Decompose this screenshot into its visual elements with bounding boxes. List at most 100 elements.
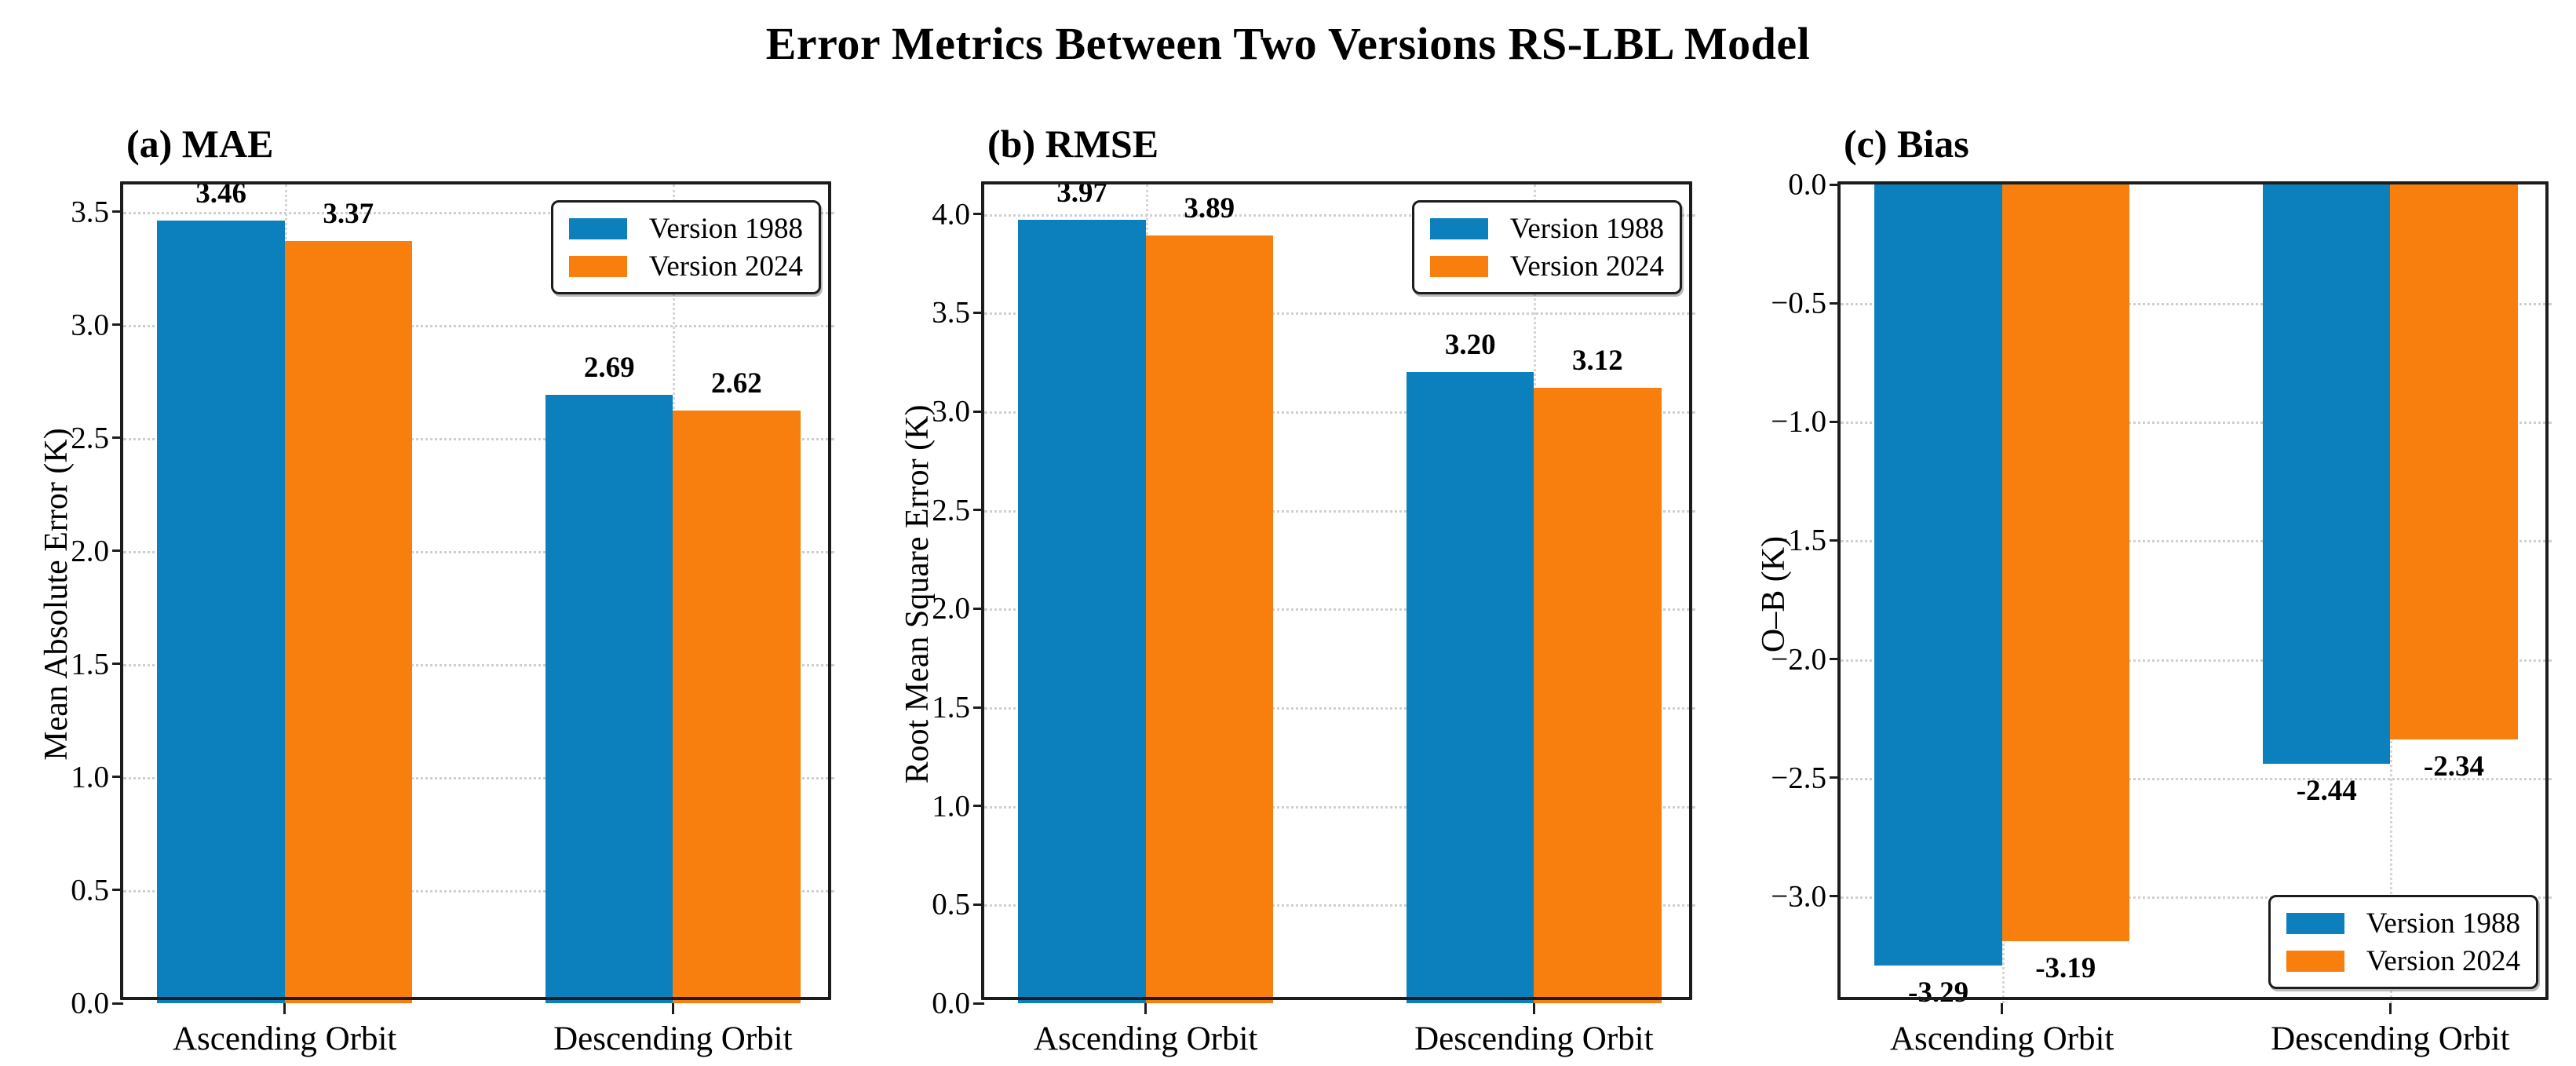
bar-value-label: -3.29 [1908, 976, 1969, 1009]
x-tick-label: Ascending Orbit [172, 1020, 397, 1057]
bar-value-label: 3.89 [1184, 192, 1235, 225]
legend-label: Version 2024 [1509, 250, 1664, 283]
y-tick-mark [112, 1002, 123, 1005]
y-tick-label: 0.0 [932, 986, 970, 1020]
legend-swatch [1429, 255, 1488, 277]
gridline-horizontal [123, 437, 834, 440]
gridline-horizontal [123, 889, 834, 893]
x-tick-mark [283, 1003, 286, 1014]
bar-value-label: 3.97 [1056, 177, 1107, 210]
gridline-horizontal [984, 509, 1695, 513]
legend-label: Version 1988 [2366, 907, 2520, 940]
gridline-horizontal [984, 805, 1695, 809]
gridline-horizontal [984, 214, 1695, 217]
y-tick-mark [112, 549, 123, 553]
y-tick-label: 1.5 [71, 647, 109, 681]
gridline-horizontal [984, 707, 1695, 710]
legend-entry: Version 2024 [1429, 250, 1664, 283]
y-tick-label: 3.5 [932, 295, 970, 330]
gridline-horizontal [123, 663, 834, 666]
y-tick-label: 1.0 [71, 760, 109, 794]
gridline-horizontal [1841, 777, 2552, 780]
y-tick-mark [973, 1002, 984, 1005]
x-tick-label: Ascending Orbit [1033, 1020, 1258, 1057]
legend-label: Version 2024 [648, 250, 803, 283]
y-tick-label: −2.5 [1771, 761, 1826, 795]
gridline-horizontal [1841, 896, 2552, 899]
bar-value-label: -2.44 [2296, 774, 2357, 807]
y-tick-mark [973, 410, 984, 413]
legend-swatch [1429, 217, 1488, 239]
gridline-horizontal [1841, 659, 2552, 662]
bar-version-2024 [1534, 387, 1662, 1003]
y-tick-mark [1830, 776, 1841, 779]
bar-value-label: 3.20 [1444, 328, 1496, 361]
y-axis-label: Mean Absolute Error (K) [38, 427, 75, 761]
legend-entry: Version 1988 [2286, 907, 2520, 940]
x-tick-mark [2001, 1003, 2004, 1014]
bar-version-1988 [545, 394, 673, 1003]
plot-area: 3.46 3.37 2.69 2.62 Version 1988 Version 2024 [120, 179, 834, 1003]
panel-title: (c) Bias [1844, 122, 1969, 166]
y-tick-mark [112, 776, 123, 779]
legend: Version 1988 Version 2024 [1411, 200, 1682, 294]
bar-version-2024 [673, 411, 801, 1003]
bar-value-label: 3.12 [1572, 344, 1623, 377]
legend-swatch [568, 217, 627, 239]
gridline-horizontal [123, 211, 834, 214]
y-tick-mark [1830, 183, 1841, 186]
gridline-horizontal [123, 776, 834, 779]
y-tick-mark [1830, 658, 1841, 661]
chart-panel-c: (c) Bias O–B (K) 0.0 −0.5 −1.0 −1.5 −2.0 −2.5 −3… [1717, 0, 2576, 1066]
plot-area: 3.97 3.89 3.20 3.12 Version 1988 Version 2024 [981, 178, 1695, 1003]
y-tick-label: 0.5 [71, 873, 109, 907]
bar-version-1988 [1018, 220, 1146, 1003]
bar-version-2024 [2001, 184, 2129, 942]
bar-version-1988 [2263, 184, 2391, 764]
gridline-horizontal [984, 904, 1695, 907]
bar-value-label: 2.69 [583, 351, 635, 384]
y-tick-label: 0.0 [1788, 167, 1826, 202]
x-tick-label: Descending Orbit [1414, 1020, 1654, 1057]
legend: Version 1988 Version 2024 [550, 200, 821, 294]
y-tick-mark [112, 889, 123, 892]
y-tick-label: −0.5 [1771, 286, 1826, 320]
chart-panel-b: (b) RMSE Root Mean Square Error (K) 0.0 0.5… [859, 0, 1717, 1066]
gridline-horizontal [1841, 540, 2552, 543]
y-tick-mark [973, 706, 984, 709]
chart-panel-a: (a) MAE Mean Absolute Error (K) 0.0 0.5 1.0 1… [0, 0, 859, 1066]
y-tick-label: 3.5 [71, 195, 109, 229]
x-tick-mark [2388, 1003, 2392, 1014]
y-tick-mark [1830, 895, 1841, 898]
gridline-horizontal [984, 411, 1695, 414]
panel-title: (a) MAE [126, 122, 274, 166]
legend-label: Version 1988 [1509, 212, 1664, 245]
gridline-horizontal [123, 324, 834, 327]
bar-value-label: -3.19 [2035, 952, 2096, 985]
y-tick-label: 0.5 [932, 887, 970, 922]
y-tick-label: 1.0 [932, 789, 970, 823]
x-tick-mark [671, 1003, 674, 1014]
gridline-horizontal [984, 312, 1695, 316]
legend-entry: Version 1988 [568, 212, 803, 245]
bar-version-1988 [1407, 371, 1534, 1003]
bar-version-2024 [1145, 235, 1273, 1003]
y-tick-label: 1.5 [932, 690, 970, 725]
bar-version-1988 [1874, 184, 2002, 966]
y-tick-label: −1.0 [1771, 404, 1826, 439]
y-tick-label: 0.0 [71, 986, 109, 1020]
legend-swatch [2286, 950, 2344, 972]
y-tick-label: 2.5 [932, 493, 970, 528]
y-tick-label: 2.0 [932, 591, 970, 626]
y-tick-mark [112, 323, 123, 327]
y-tick-label: 4.0 [932, 197, 970, 232]
legend-swatch [568, 255, 627, 277]
plot-area: -3.29 -3.19 -2.44 -2.34 Version 1988 Version … [1837, 181, 2552, 1007]
legend-label: Version 2024 [2366, 944, 2520, 977]
gridline-horizontal [1841, 303, 2552, 306]
y-tick-mark [973, 805, 984, 808]
y-tick-mark [973, 311, 984, 314]
legend-entry: Version 1988 [1429, 212, 1664, 245]
y-tick-label: 3.0 [932, 394, 970, 429]
y-tick-label: −2.0 [1771, 642, 1826, 677]
